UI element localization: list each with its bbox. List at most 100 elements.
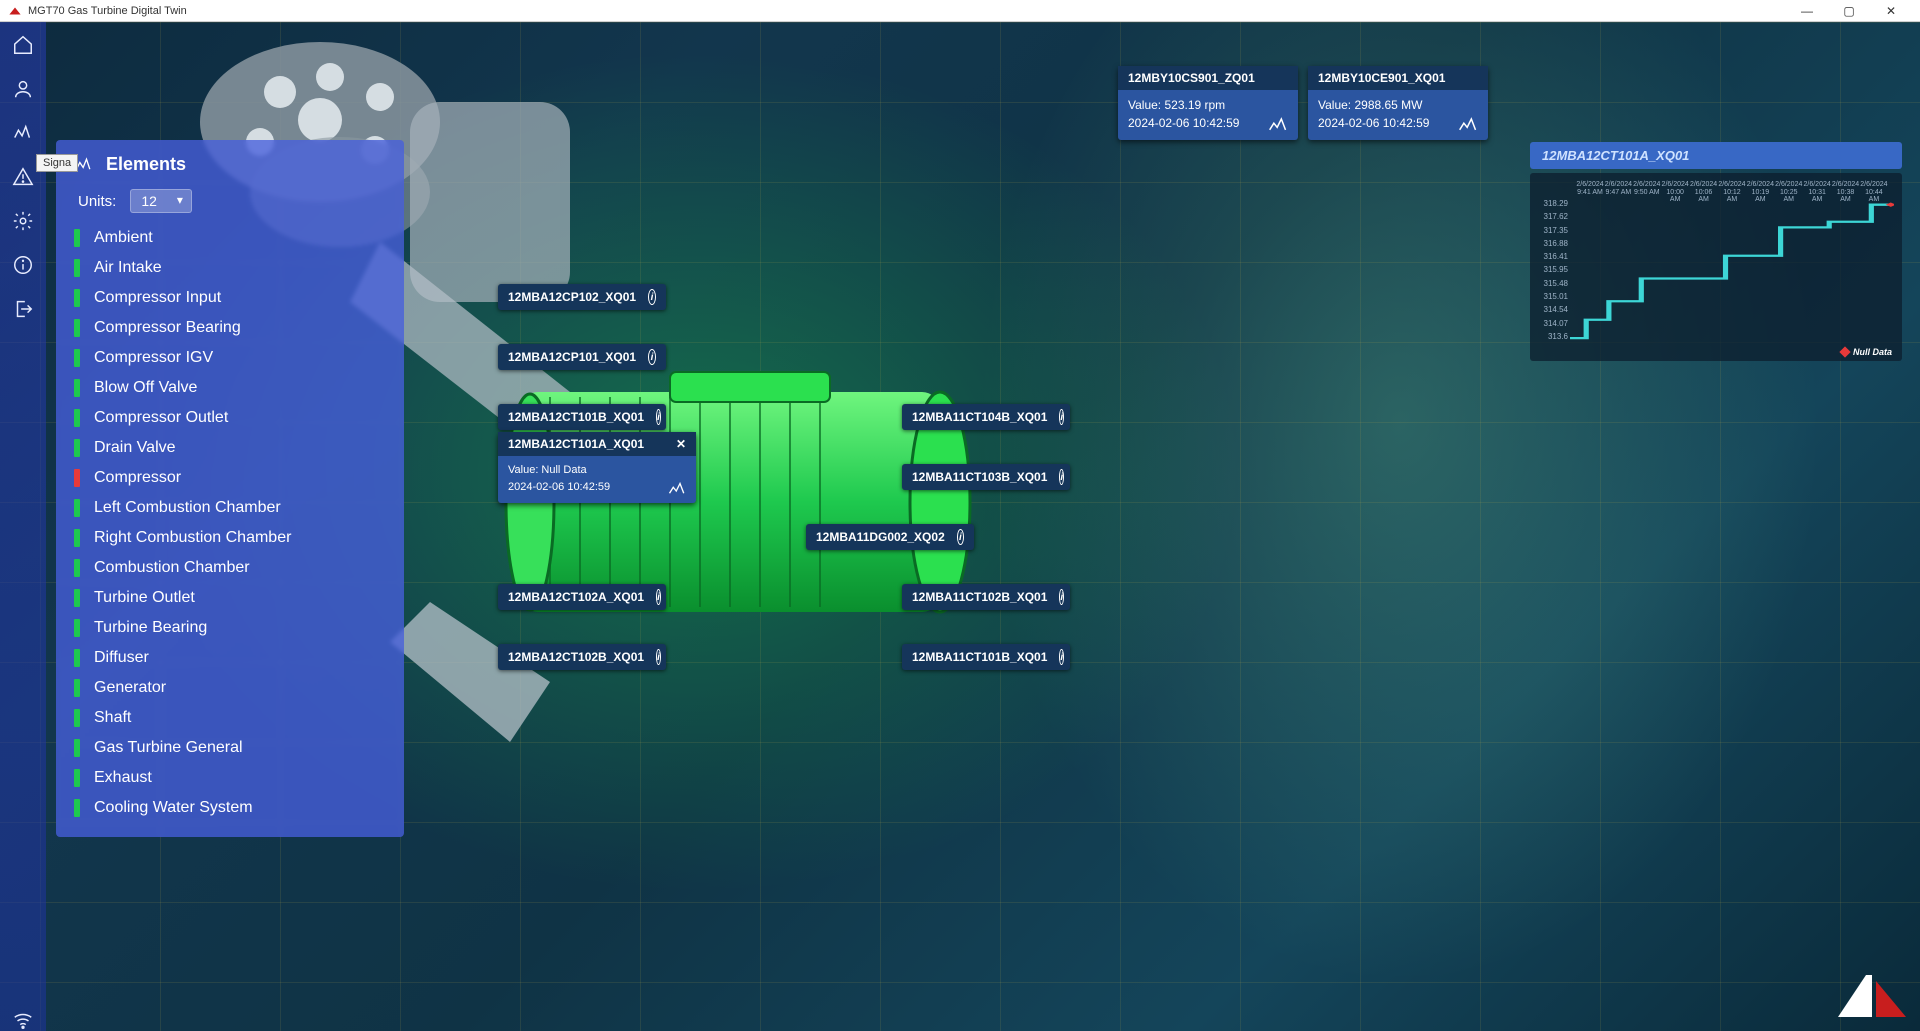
info-card-id: 12MBY10CE901_XQ01 bbox=[1308, 66, 1488, 90]
sensor-tag[interactable]: 12MBA11CT101B_XQ01i bbox=[902, 644, 1070, 670]
nav-tooltip: Signa bbox=[36, 154, 78, 172]
chart-y-tick: 317.35 bbox=[1534, 226, 1568, 235]
info-icon[interactable]: i bbox=[1059, 409, 1064, 425]
element-item[interactable]: Combustion Chamber bbox=[74, 557, 386, 579]
sensor-tag-id: 12MBA11CT104B_XQ01 bbox=[912, 410, 1047, 424]
element-item[interactable]: Right Combustion Chamber bbox=[74, 527, 386, 549]
sensor-tag-id: 12MBA11CT102B_XQ01 bbox=[912, 590, 1047, 604]
chart-title: 12MBA12CT101A_XQ01 bbox=[1530, 142, 1902, 169]
info-card[interactable]: 12MBY10CE901_XQ01 Value: 2988.65 MW2024-0… bbox=[1308, 66, 1488, 140]
status-marker bbox=[74, 319, 80, 337]
sensor-tag-expanded[interactable]: 12MBA12CT101A_XQ01 ✕ Value: Null Data 20… bbox=[498, 432, 696, 503]
element-item[interactable]: Shaft bbox=[74, 707, 386, 729]
element-item[interactable]: Air Intake bbox=[74, 257, 386, 279]
element-label: Generator bbox=[94, 679, 166, 697]
signals-icon[interactable] bbox=[12, 122, 34, 144]
status-marker bbox=[74, 289, 80, 307]
status-marker bbox=[74, 649, 80, 667]
status-marker bbox=[74, 589, 80, 607]
element-label: Turbine Bearing bbox=[94, 619, 207, 637]
element-item[interactable]: Compressor Outlet bbox=[74, 407, 386, 429]
info-icon[interactable]: i bbox=[1059, 589, 1064, 605]
window-titlebar: MGT70 Gas Turbine Digital Twin — ▢ ✕ bbox=[0, 0, 1920, 22]
status-marker bbox=[74, 379, 80, 397]
user-icon[interactable] bbox=[12, 78, 34, 100]
wifi-icon[interactable] bbox=[12, 1009, 34, 1031]
sensor-tag[interactable]: 12MBA11CT102B_XQ01 i bbox=[902, 584, 1070, 610]
element-item[interactable]: Diffuser bbox=[74, 647, 386, 669]
sensor-tag[interactable]: 12MBA11CT103B_XQ01i bbox=[902, 464, 1070, 490]
element-label: Compressor bbox=[94, 469, 181, 487]
info-icon[interactable] bbox=[12, 254, 34, 276]
info-icon[interactable]: i bbox=[648, 289, 656, 305]
element-item[interactable]: Compressor Bearing bbox=[74, 317, 386, 339]
element-label: Compressor Bearing bbox=[94, 319, 241, 337]
sensor-tag[interactable]: 12MBA12CT102A_XQ01i bbox=[498, 584, 666, 610]
mini-chart-icon[interactable] bbox=[1268, 116, 1288, 132]
chart-svg bbox=[1570, 199, 1894, 341]
chart-y-axis: 318.29317.62317.35316.88316.41315.95315.… bbox=[1534, 199, 1568, 341]
sensor-tag[interactable]: 12MBA11CT104B_XQ01 i bbox=[902, 404, 1070, 430]
element-item[interactable]: Gas Turbine General bbox=[74, 737, 386, 759]
info-icon[interactable]: i bbox=[1059, 649, 1064, 665]
element-item[interactable]: Turbine Bearing bbox=[74, 617, 386, 639]
sensor-tag-id: 12MBA11DG002_XQ02 bbox=[816, 530, 945, 544]
element-item[interactable]: Compressor Input bbox=[74, 287, 386, 309]
window-minimize-button[interactable]: — bbox=[1786, 4, 1828, 18]
units-selected-value: 12 bbox=[141, 193, 157, 209]
info-card-value: Value: 2988.65 MW bbox=[1318, 96, 1429, 114]
element-item[interactable]: Compressor IGV bbox=[74, 347, 386, 369]
element-item[interactable]: Blow Off Valve bbox=[74, 377, 386, 399]
element-label: Right Combustion Chamber bbox=[94, 529, 291, 547]
chart-y-tick: 316.88 bbox=[1534, 239, 1568, 248]
element-item[interactable]: Generator bbox=[74, 677, 386, 699]
mini-chart-icon[interactable] bbox=[668, 481, 686, 495]
sensor-tag-expanded-id: 12MBA12CT101A_XQ01 bbox=[508, 437, 644, 451]
info-card-timestamp: 2024-02-06 10:42:59 bbox=[1318, 114, 1429, 132]
info-icon[interactable]: i bbox=[1059, 469, 1064, 485]
sensor-tag[interactable]: 12MBA12CT101B_XQ01i bbox=[498, 404, 666, 430]
status-marker bbox=[74, 799, 80, 817]
sensor-tag[interactable]: 12MBA12CT102B_XQ01 i bbox=[498, 644, 666, 670]
element-item[interactable]: Left Combustion Chamber bbox=[74, 497, 386, 519]
status-marker bbox=[74, 499, 80, 517]
app-logo-icon bbox=[8, 6, 22, 16]
element-item[interactable]: Ambient bbox=[74, 227, 386, 249]
chart-body: 2/6/20249:41 AM2/6/20249:47 AM2/6/20249:… bbox=[1530, 173, 1902, 361]
sensor-tag-id: 12MBA12CT102B_XQ01 bbox=[508, 650, 644, 664]
info-icon[interactable]: i bbox=[957, 529, 964, 545]
info-icon[interactable]: i bbox=[656, 589, 661, 605]
home-icon[interactable] bbox=[12, 34, 34, 56]
element-item[interactable]: Drain Valve bbox=[74, 437, 386, 459]
info-card[interactable]: 12MBY10CS901_ZQ01 Value: 523.19 rpm2024-0… bbox=[1118, 66, 1298, 140]
status-marker bbox=[74, 349, 80, 367]
info-card-value: Value: 523.19 rpm bbox=[1128, 96, 1239, 114]
info-card-id: 12MBY10CS901_ZQ01 bbox=[1118, 66, 1298, 90]
element-item[interactable]: Compressor bbox=[74, 467, 386, 489]
window-close-button[interactable]: ✕ bbox=[1870, 4, 1912, 18]
window-maximize-button[interactable]: ▢ bbox=[1828, 4, 1870, 18]
info-card-timestamp: 2024-02-06 10:42:59 bbox=[1128, 114, 1239, 132]
info-icon[interactable]: i bbox=[656, 649, 661, 665]
element-label: Exhaust bbox=[94, 769, 152, 787]
units-select[interactable]: 12 bbox=[130, 189, 192, 213]
mini-chart-icon[interactable] bbox=[1458, 116, 1478, 132]
alert-icon[interactable] bbox=[12, 166, 34, 188]
sensor-tag[interactable]: 12MBA11DG002_XQ02 i bbox=[806, 524, 974, 550]
status-marker bbox=[74, 439, 80, 457]
chart-y-tick: 315.95 bbox=[1534, 265, 1568, 274]
chart-y-tick: 317.62 bbox=[1534, 212, 1568, 221]
sensor-tag[interactable]: 12MBA12CP102_XQ01i bbox=[498, 284, 666, 310]
info-icon[interactable]: i bbox=[648, 349, 656, 365]
element-label: Drain Valve bbox=[94, 439, 176, 457]
chart-y-tick: 313.6 bbox=[1534, 332, 1568, 341]
window-title: MGT70 Gas Turbine Digital Twin bbox=[28, 5, 187, 17]
settings-icon[interactable] bbox=[12, 210, 34, 232]
element-item[interactable]: Turbine Outlet bbox=[74, 587, 386, 609]
logout-icon[interactable] bbox=[12, 298, 34, 320]
sensor-tag[interactable]: 12MBA12CP101_XQ01i bbox=[498, 344, 666, 370]
element-item[interactable]: Cooling Water System bbox=[74, 797, 386, 819]
element-item[interactable]: Exhaust bbox=[74, 767, 386, 789]
info-icon[interactable]: i bbox=[656, 409, 661, 425]
close-icon[interactable]: ✕ bbox=[676, 437, 686, 451]
